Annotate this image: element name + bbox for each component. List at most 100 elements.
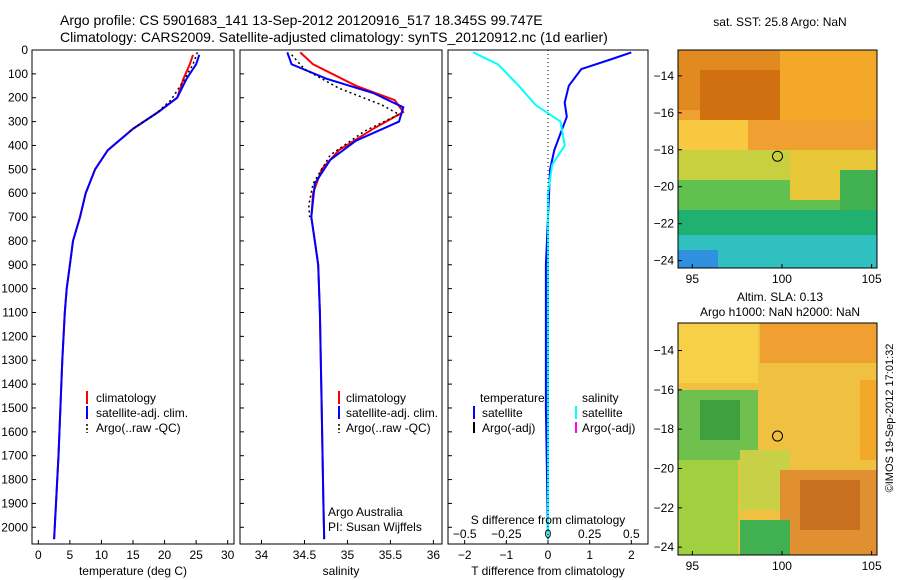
map-y-tick-label: −16 [654,383,675,397]
sla-map-title-line1: Altim. SLA: 0.13 [737,290,823,304]
x-tick-label: −2 [458,548,472,562]
sla-map-panel: Altim. SLA: 0.13 Argo h1000: NaN h2000: … [654,290,882,573]
series-line [129,52,199,132]
depth-tick-label: 1700 [1,449,28,463]
x-tick-label: 35 [341,548,355,562]
depth-tick-label: 1500 [1,401,28,415]
map-y-tick-label: −18 [654,143,675,157]
legend-header-salinity: salinity [582,391,619,405]
s-top-tick-label: −0.25 [491,527,522,541]
x-tick-label: 0 [35,548,42,562]
temperature-panel-frame [31,49,235,545]
legend-label: Argo(-adj) [582,421,635,435]
series-line [291,54,401,218]
depth-tick-label: 300 [8,115,28,129]
legend-label: climatology [346,391,406,405]
x-tick-label: −1 [499,548,513,562]
t-difference-axis-title: T difference from climatology [471,564,625,578]
x-tick-label: 34.5 [293,548,317,562]
series-line [286,52,405,540]
series-line [544,51,632,540]
map-y-tick-label: −22 [654,217,675,231]
x-tick-label: 36 [427,548,441,562]
map-y-tick-label: −20 [654,180,675,194]
depth-tick-label: 1300 [1,353,28,367]
temperature-axis-title: temperature (deg C) [79,564,187,578]
map-y-tick-label: −16 [654,106,675,120]
sst-argo-location-marker [772,150,783,162]
series-line [53,54,201,540]
sst-map-panel: sat. SST: 25.8 Argo: NaN 95 100 105 −14 −16 −… [654,15,882,286]
x-tick-label: 2 [628,548,635,562]
map-x-tick-label: 105 [862,559,882,573]
map-y-tick-label: −18 [654,422,675,436]
legend-label: satellite [582,406,623,420]
map-x-tick-label: 95 [686,272,700,286]
salinity-legend: climatology satellite-adj. clim. Argo(..… [328,391,438,534]
s-difference-axis-title: S difference from climatology [471,513,626,527]
depth-tick-label: 2000 [1,520,28,534]
depth-tick-label: 0 [21,43,28,57]
s-top-tick-label: −0.5 [453,527,477,541]
depth-tick-label: 1200 [1,329,28,343]
x-tick-label: 1 [586,548,593,562]
depth-tick-label: 1600 [1,425,28,439]
x-tick-label: 5 [67,548,74,562]
legend-header-temperature: temperature [480,391,545,405]
series-line [472,51,566,540]
depth-tick-label: 1400 [1,377,28,391]
depth-tick-label: 1900 [1,496,28,510]
depth-tick-label: 900 [8,258,28,272]
s-top-tick-label: 0 [545,527,552,541]
s-top-tick-label: 0.5 [623,527,640,541]
s-top-tick-label: 0.25 [578,527,602,541]
legend-label: satellite-adj. clim. [96,406,188,420]
sla-heatmap [678,323,877,555]
figure-title-line2: Climatology: CARS2009. Satellite-adjuste… [60,29,608,45]
map-x-tick-label: 105 [862,272,882,286]
imos-timestamp: ©IMOS 19-Sep-2012 17:01:32 [884,344,896,493]
map-y-tick-label: −24 [654,540,675,554]
salinity-axis-title: salinity [323,564,360,578]
depth-tick-label: 1100 [2,306,28,320]
salinity-panel-frame [239,49,443,545]
depth-tick-label: 800 [8,234,28,248]
sst-heatmap [678,50,877,268]
sst-map-title: sat. SST: 25.8 Argo: NaN [713,15,846,29]
legend-label: satellite [482,406,523,420]
annotation-line: PI: Susan Wijffels [328,520,422,534]
depth-tick-label: 100 [8,67,28,81]
x-tick-label: 30 [221,548,235,562]
map-y-tick-label: −20 [654,461,675,475]
map-y-tick-label: −24 [654,254,675,268]
legend-label: Argo(..raw -QC) [96,421,181,435]
map-x-tick-label: 100 [772,272,792,286]
map-y-tick-label: −14 [654,69,675,83]
legend-label: satellite-adj. clim. [346,406,438,420]
x-tick-label: 34 [255,548,269,562]
depth-tick-label: 600 [8,186,28,200]
temperature-legend: climatology satellite-adj. clim. Argo(..… [86,391,188,435]
map-y-tick-label: −14 [654,344,675,358]
difference-legend: temperature salinity satellite Argo(-adj… [473,391,635,435]
x-tick-label: 25 [189,548,203,562]
legend-label: Argo(..raw -QC) [346,421,431,435]
depth-tick-label: 700 [8,210,28,224]
map-x-tick-label: 95 [686,559,700,573]
sla-argo-location-marker [772,430,783,442]
depth-tick-label: 500 [8,162,28,176]
x-tick-label: 20 [158,548,172,562]
map-x-tick-label: 100 [772,559,792,573]
x-tick-label: 15 [126,548,140,562]
x-tick-label: 0 [545,548,552,562]
depth-tick-label: 1000 [1,282,28,296]
depth-tick-label: 1800 [1,473,28,487]
annotation-line: Argo Australia [328,505,403,519]
legend-label: Argo(-adj) [482,421,535,435]
x-tick-label: 35.5 [379,548,403,562]
depth-tick-label: 400 [8,138,28,152]
map-y-tick-label: −22 [654,501,675,515]
depth-tick-label: 200 [8,91,28,105]
figure-title-line1: Argo profile: CS 5901683_141 13-Sep-2012… [60,12,543,28]
